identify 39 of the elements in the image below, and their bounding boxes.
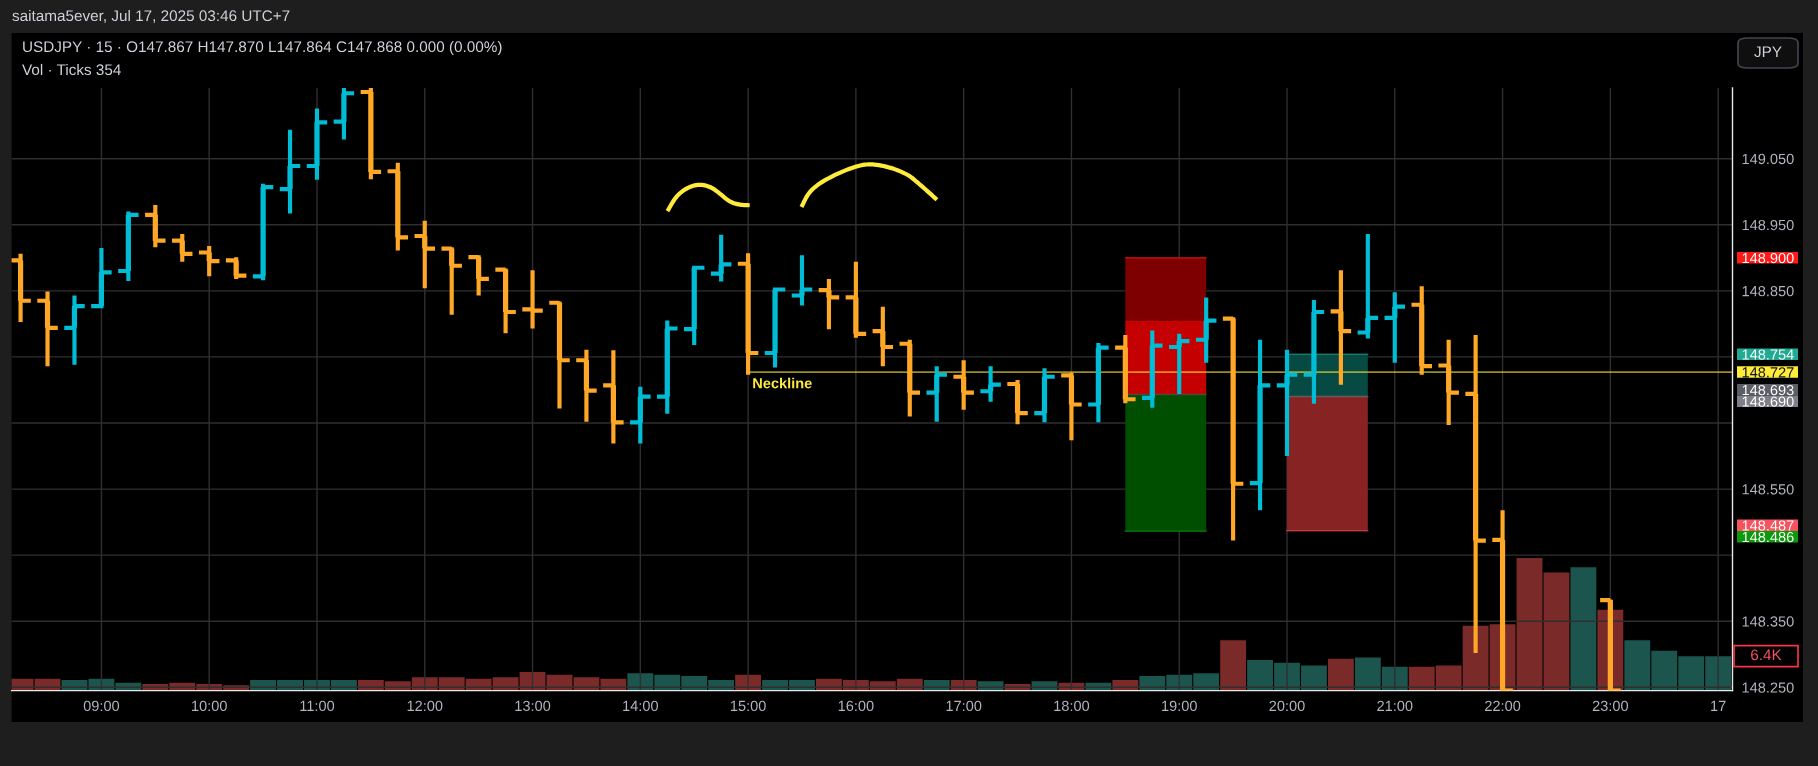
series-label: Neckline <box>753 377 812 389</box>
text: 6.4K <box>1751 649 1782 661</box>
y-tick-label: 148.486 <box>1742 531 1794 543</box>
y-tick-label: 148.693 <box>1742 384 1794 396</box>
x-tick-label: 11:00 <box>300 700 335 712</box>
y-tick-label: 148.850 <box>1742 285 1794 297</box>
x-tick-label: 21:00 <box>1377 700 1413 712</box>
y-tick-label: 148.950 <box>1742 219 1794 231</box>
y-tick-label: 148.250 <box>1742 682 1794 693</box>
x-tick-label: 16:00 <box>838 700 874 712</box>
text: JPY <box>1754 46 1782 58</box>
x-tick-label: 20:00 <box>1269 700 1305 712</box>
text: saitama5ever, Jul 17, 2025 03:46 UTC+7 <box>12 9 290 23</box>
bar <box>1570 567 1597 691</box>
x-tick-label: 18:00 <box>1054 700 1090 712</box>
bar <box>1543 572 1570 691</box>
chart-title: USDJPY · 15 · O147.867 H147.870 L147.864 C147.868 0.000 (0.00%) <box>23 40 502 56</box>
x-tick-label: 09:00 <box>83 700 120 712</box>
x-tick-label: 17 <box>1711 700 1726 711</box>
y-tick-label: 148.550 <box>1742 484 1794 495</box>
bar <box>1220 640 1247 691</box>
x-tick-label: 14:00 <box>623 700 658 712</box>
y-tick-label: 149.050 <box>1742 153 1794 165</box>
y-tick-label: 148.727 <box>1742 367 1794 378</box>
y-tick-label: 148.350 <box>1742 616 1794 627</box>
x-tick-label: 22:00 <box>1485 700 1521 712</box>
y-tick-label: 148.690 <box>1742 396 1794 407</box>
y-tick-label: 148.900 <box>1742 252 1794 264</box>
chart-title: Vol · Ticks 354 <box>22 63 121 76</box>
x-tick-label: 13:00 <box>515 700 551 712</box>
x-tick-label: 17:00 <box>946 700 982 712</box>
y-tick-label: 148.754 <box>1742 349 1794 360</box>
x-tick-label: 23:00 <box>1592 700 1629 712</box>
x-tick-label: 15:00 <box>730 700 766 712</box>
x-tick-label: 12:00 <box>407 700 443 712</box>
x-tick-label: 19:00 <box>1162 700 1197 712</box>
bar <box>1327 658 1354 691</box>
x-tick-label: 10:00 <box>192 700 227 712</box>
y-tick-label: 148.487 <box>1742 520 1794 531</box>
